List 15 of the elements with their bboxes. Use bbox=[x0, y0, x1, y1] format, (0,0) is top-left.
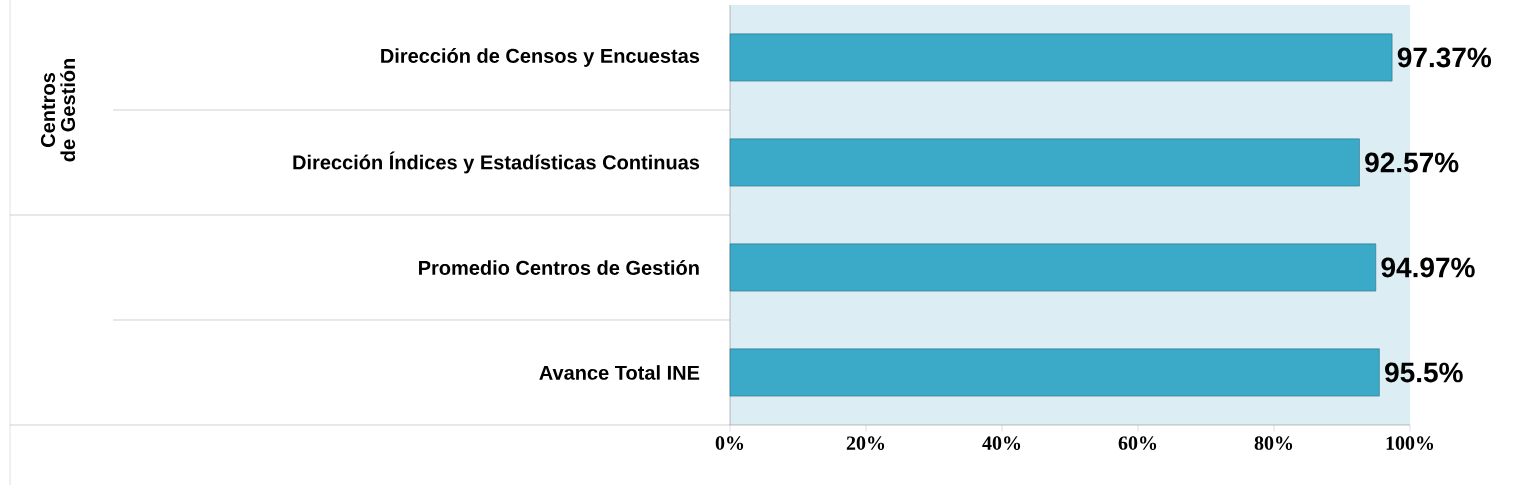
x-tick-label: 100% bbox=[1386, 436, 1434, 450]
y-tick-label: Dirección Índices y Estadísticas Continuas bbox=[293, 151, 700, 174]
x-tick-label: 80% bbox=[1254, 436, 1293, 450]
x-tick-label: 60% bbox=[1118, 436, 1157, 450]
y-tick-label: Avance Total INE bbox=[539, 365, 700, 380]
data-label: 97.37% bbox=[1397, 47, 1492, 68]
x-tick-label: 40% bbox=[982, 436, 1021, 450]
data-label: 92.57% bbox=[1365, 152, 1459, 173]
x-tick-label: 0% bbox=[715, 436, 744, 450]
y-tick-label: Promedio Centros de Gestión bbox=[419, 260, 699, 275]
data-label: 95.5% bbox=[1385, 362, 1463, 383]
text: Centros de Gestión bbox=[40, 59, 76, 162]
y-tick-label: Dirección de Censos y Encuestas bbox=[381, 48, 700, 67]
x-tick-label: 20% bbox=[846, 436, 885, 450]
data-label: 94.97% bbox=[1381, 257, 1475, 278]
